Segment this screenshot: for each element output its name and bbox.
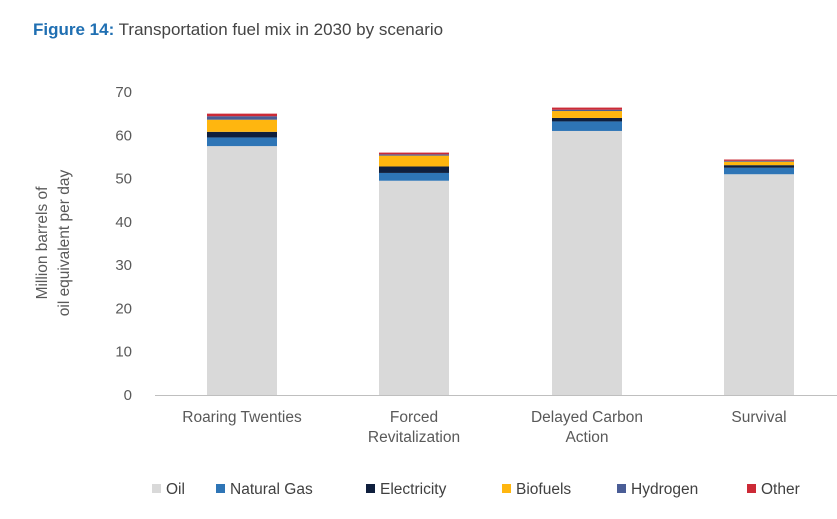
bar-segment xyxy=(724,159,794,161)
bar-segment xyxy=(724,161,794,166)
legend-label: Oil xyxy=(166,481,185,498)
bar-segment xyxy=(724,167,794,175)
legend-swatch xyxy=(617,484,626,493)
bar-segment xyxy=(207,119,277,132)
bar-segment xyxy=(207,131,277,138)
bar-segment xyxy=(379,152,449,155)
bar-segment xyxy=(724,160,794,162)
category-label: Action xyxy=(565,429,608,446)
legend-swatch xyxy=(216,484,225,493)
y-tick-label: 0 xyxy=(124,387,132,404)
bar-segment xyxy=(552,107,622,110)
y-tick-label: 20 xyxy=(115,300,132,317)
y-tick-label: 50 xyxy=(115,171,132,188)
bar-segment xyxy=(552,111,622,118)
bar-segment xyxy=(379,172,449,181)
chart-title: Figure 14: Transportation fuel mix in 20… xyxy=(33,20,443,40)
legend-label: Natural Gas xyxy=(230,481,313,498)
category-label: Survival xyxy=(731,409,786,426)
y-tick-label: 60 xyxy=(115,127,132,144)
category-label: Delayed Carbon xyxy=(531,409,643,426)
figure-caption: Transportation fuel mix in 2030 by scena… xyxy=(118,20,444,39)
category-label: Forced xyxy=(390,409,438,426)
category-label: Revitalization xyxy=(368,429,460,446)
bar-segment xyxy=(207,116,277,120)
legend-label: Biofuels xyxy=(516,481,571,498)
y-tick-label: 10 xyxy=(115,344,132,361)
legend-label: Electricity xyxy=(380,481,447,498)
y-tick-label: 70 xyxy=(115,84,132,101)
bar-segment xyxy=(379,166,449,173)
y-tick-label: 40 xyxy=(115,214,132,231)
legend-label: Hydrogen xyxy=(631,481,698,498)
bar-segment xyxy=(207,113,277,117)
bar-segment xyxy=(379,155,449,167)
bar-segment xyxy=(724,165,794,168)
bar-segment xyxy=(552,117,622,122)
legend-swatch xyxy=(152,484,161,493)
bar-segment xyxy=(552,121,622,131)
y-axis-label: oil equivalent per day xyxy=(56,170,73,317)
legend-swatch xyxy=(747,484,756,493)
bar-segment xyxy=(552,130,622,395)
bar-segment xyxy=(207,146,277,395)
category-label: Roaring Twenties xyxy=(182,409,302,426)
legend-swatch xyxy=(366,484,375,493)
bar-segment xyxy=(379,154,449,156)
bar-segment xyxy=(724,174,794,395)
legend-label: Other xyxy=(761,481,800,498)
y-tick-label: 30 xyxy=(115,257,132,274)
y-axis-label: Million barrels of xyxy=(34,186,51,300)
bar-segment xyxy=(207,137,277,147)
bar-segment xyxy=(552,109,622,112)
bar-segment xyxy=(379,180,449,395)
figure-label: Figure 14: xyxy=(33,20,115,39)
legend-swatch xyxy=(502,484,511,493)
